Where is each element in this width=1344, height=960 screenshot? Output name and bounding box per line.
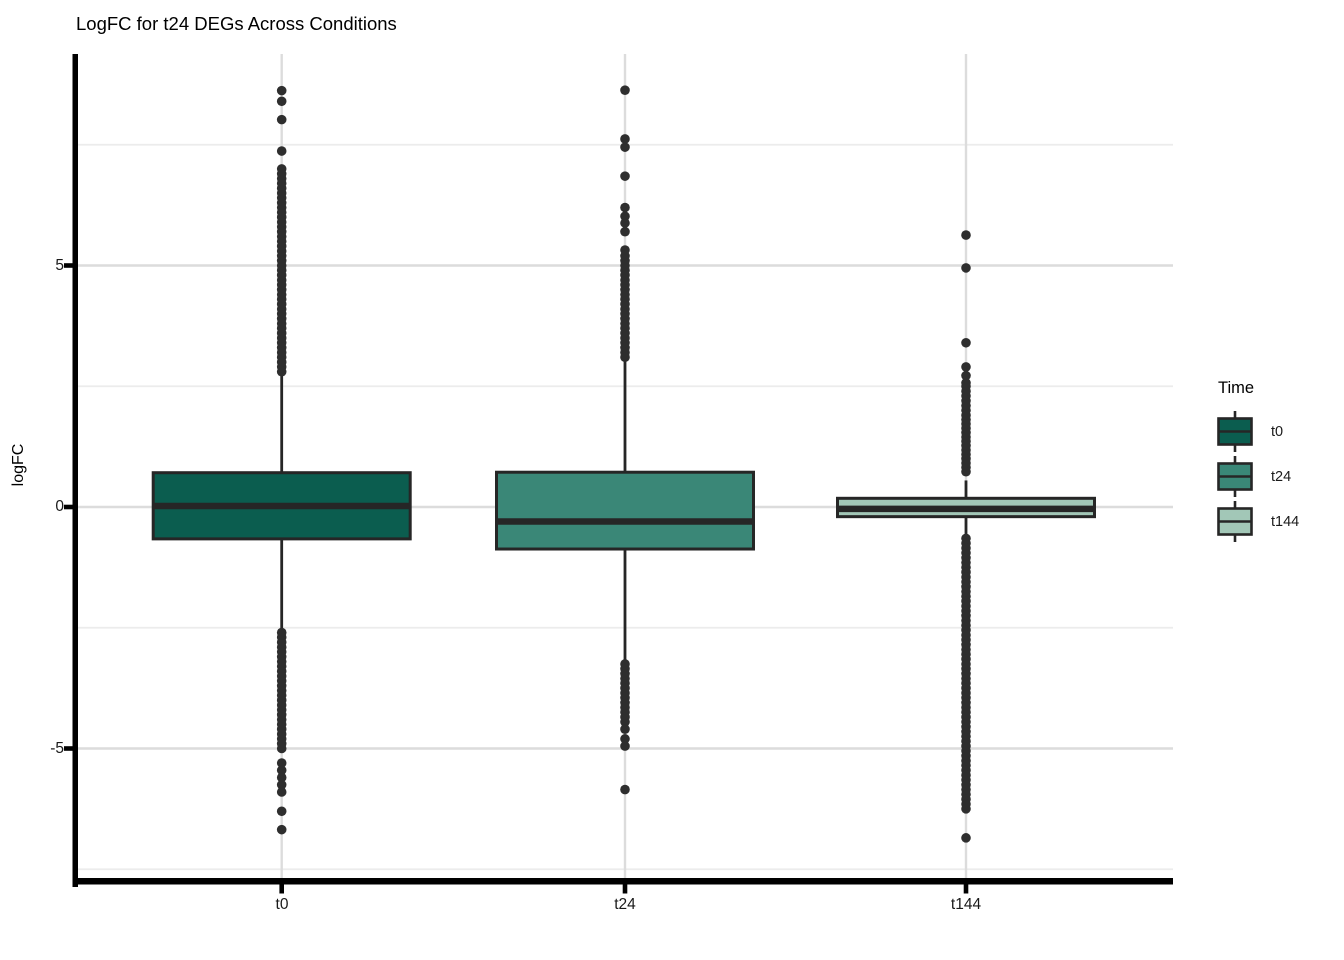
legend-entry-t144: t144: [1216, 501, 1299, 542]
legend-label-t24: t24: [1271, 468, 1292, 485]
outlier-point-t24: [620, 211, 630, 222]
outlier-point-t144: [961, 263, 971, 273]
y-tick-mark: [64, 263, 74, 268]
legend-label-t144: t144: [1271, 513, 1300, 530]
y-tick-label-5: 5: [55, 257, 64, 274]
y-tick-label-0: 0: [55, 498, 64, 515]
outlier-point-t24: [620, 171, 630, 181]
x-tick-label-t0: t0: [275, 896, 289, 913]
outlier-point-t144: [961, 362, 971, 372]
outlier-point-t144: [961, 378, 971, 388]
outlier-point-t24: [620, 85, 630, 95]
outlier-point-t24: [620, 134, 630, 144]
y-tick-mark: [64, 504, 74, 510]
y-tick-mark: [64, 746, 74, 751]
outlier-point-t0: [276, 743, 287, 754]
outlier-point-t0: [276, 96, 287, 107]
outlier-point-t144: [961, 337, 971, 348]
outlier-point-t0: [276, 85, 287, 96]
outlier-point-t24: [620, 218, 630, 228]
outlier-point-t0: [276, 779, 287, 790]
outlier-point-t0: [276, 806, 287, 817]
legend-key-boxplot-icon: [1217, 411, 1253, 452]
chart-title: LogFC for t24 DEGs Across Conditions: [76, 13, 397, 34]
x-tick-mark: [963, 884, 969, 894]
legend-key-boxplot-icon: [1217, 456, 1253, 497]
outlier-point-t24: [620, 741, 630, 751]
outlier-point-t24: [620, 245, 630, 255]
legend-entry-t24: t24: [1216, 456, 1299, 497]
legend: Time t0 t24: [1216, 379, 1299, 546]
legend-title: Time: [1218, 379, 1255, 397]
outlier-point-t144: [961, 370, 971, 381]
outlier-point-t24: [620, 142, 630, 152]
x-tick-label-t144: t144: [950, 896, 982, 913]
legend-entry-t0: t0: [1216, 411, 1299, 452]
outlier-point-t24: [620, 717, 630, 727]
outlier-point-t0: [276, 824, 287, 835]
outlier-point-t24: [620, 226, 630, 237]
y-axis-line: [72, 54, 78, 887]
legend-key-boxplot-icon: [1217, 501, 1253, 542]
outlier-point-t0: [276, 772, 287, 783]
y-axis-title: logFC: [10, 443, 27, 487]
outlier-point-t24: [620, 734, 630, 744]
outlier-point-t24: [620, 784, 630, 795]
x-tick-mark: [622, 884, 628, 894]
outlier-point-t0: [276, 164, 287, 174]
outlier-point-t24: [620, 202, 630, 213]
outlier-point-t0: [276, 787, 287, 797]
outlier-point-t0: [276, 114, 287, 125]
outlier-point-t24: [620, 724, 630, 734]
legend-label-t0: t0: [1271, 423, 1284, 440]
outlier-point-t0: [276, 758, 287, 768]
x-tick-mark: [279, 884, 284, 894]
outlier-point-t0: [276, 146, 287, 156]
outlier-point-t144: [961, 804, 971, 814]
outlier-point-t144: [961, 230, 971, 240]
outlier-point-t0: [276, 765, 287, 776]
x-tick-label-t24: t24: [614, 896, 636, 913]
outlier-point-t144: [961, 833, 971, 843]
y-tick-label-neg5: -5: [50, 740, 64, 757]
box-t24: [495, 470, 755, 551]
x-axis-line: [72, 878, 1173, 885]
